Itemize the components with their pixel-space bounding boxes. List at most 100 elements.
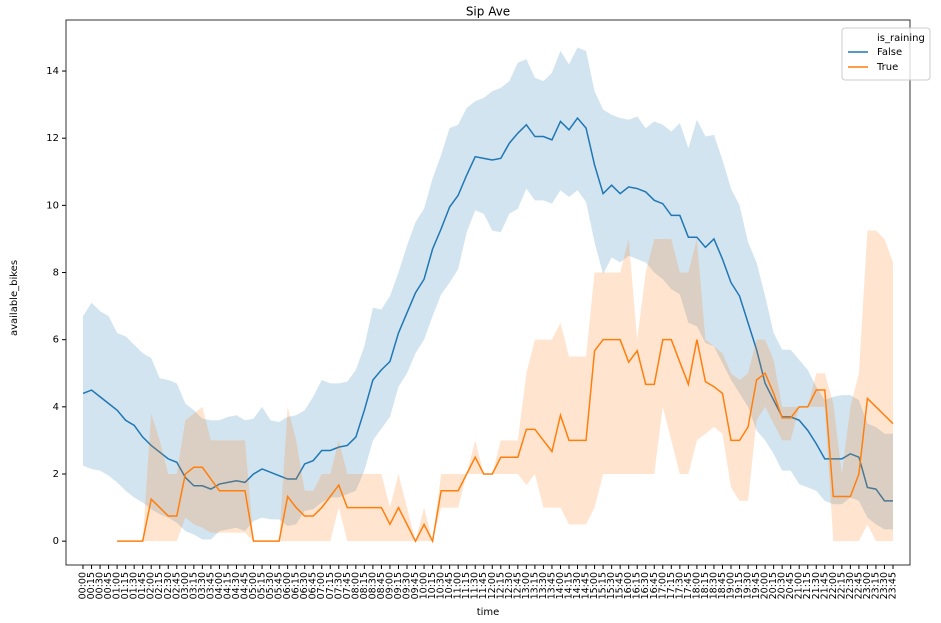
x-tick-label: 14:00	[555, 572, 566, 599]
x-tick-label: 00:30	[95, 572, 106, 599]
x-tick-label: 07:00	[316, 572, 327, 599]
x-tick-label: 11:00	[453, 572, 464, 599]
x-tick-label: 19:30	[743, 572, 754, 599]
x-tick-label: 21:30	[811, 572, 822, 599]
x-tick-label: 03:00	[180, 572, 191, 599]
x-tick-label: 02:30	[163, 572, 174, 599]
x-tick-label: 15:45	[615, 572, 626, 599]
x-tick-label: 05:00	[248, 572, 259, 599]
chart-title: Sip Ave	[466, 5, 510, 19]
x-tick-label: 20:30	[777, 572, 788, 599]
x-tick-label: 18:30	[708, 572, 719, 599]
x-tick-label: 05:15	[257, 572, 268, 599]
x-tick-label: 07:45	[342, 572, 353, 599]
x-tick-label: 15:30	[606, 572, 617, 599]
plot-frame	[65, 19, 911, 566]
x-tick-label: 14:30	[572, 572, 583, 599]
x-tick-label: 06:00	[282, 572, 293, 599]
x-tick-label: 06:15	[291, 572, 302, 599]
x-tick-label: 22:30	[845, 572, 856, 599]
x-tick-label: 18:00	[691, 572, 702, 599]
x-tick-label: 12:45	[512, 572, 523, 599]
x-tick-label: 00:15	[86, 572, 97, 599]
x-tick-label: 12:15	[495, 572, 506, 599]
x-tick-label: 03:15	[188, 572, 199, 599]
x-tick-label: 01:00	[112, 572, 123, 599]
x-tick-label: 07:15	[325, 572, 336, 599]
x-tick-label: 15:00	[589, 572, 600, 599]
confidence-band	[117, 230, 893, 542]
x-tick-label: 11:30	[470, 572, 481, 599]
x-tick-label: 12:30	[504, 572, 515, 599]
x-tick-label: 04:00	[214, 572, 225, 599]
x-tick-label: 19:15	[734, 572, 745, 599]
x-tick-label: 11:45	[478, 572, 489, 599]
x-tick-label: 10:15	[427, 572, 438, 599]
x-tick-label: 16:30	[640, 572, 651, 599]
x-tick-label: 17:15	[666, 572, 677, 599]
x-tick-label: 10:45	[444, 572, 455, 599]
confidence-band	[83, 47, 893, 540]
y-tick-label: 6	[53, 335, 59, 346]
x-tick-label: 02:15	[154, 572, 165, 599]
x-tick-label: 00:45	[103, 572, 114, 599]
x-tick-label: 14:45	[581, 572, 592, 599]
x-tick-label: 09:00	[384, 572, 395, 599]
x-tick-label: 09:15	[393, 572, 404, 599]
x-tick-label: 04:15	[222, 572, 233, 599]
x-tick-label: 02:45	[171, 572, 182, 599]
x-tick-label: 06:30	[299, 572, 310, 599]
x-tick-label: 22:45	[853, 572, 864, 599]
x-axis-label: time	[477, 607, 500, 618]
x-tick-label: 07:30	[333, 572, 344, 599]
x-tick-label: 14:15	[564, 572, 575, 599]
x-tick-label: 16:45	[649, 572, 660, 599]
x-tick-label: 03:30	[197, 572, 208, 599]
x-tick-label: 19:45	[751, 572, 762, 599]
x-tick-label: 13:00	[521, 572, 532, 599]
x-tick-label: 21:45	[819, 572, 830, 599]
x-tick-label: 08:45	[376, 572, 387, 599]
x-tick-label: 22:00	[828, 572, 839, 599]
y-tick-label: 4	[53, 402, 59, 413]
line	[82, 116, 893, 502]
x-tick-label: 09:30	[402, 572, 413, 599]
x-tick-label: 23:30	[879, 572, 890, 599]
y-tick-label: 14	[46, 66, 59, 77]
x-tick-label: 05:45	[274, 572, 285, 599]
x-tick-label: 17:00	[657, 572, 668, 599]
x-tick-label: 21:15	[802, 572, 813, 599]
y-axis-label: available_bikes	[9, 260, 20, 336]
x-tick-label: 13:30	[538, 572, 549, 599]
x-tick-label: 04:30	[231, 572, 242, 599]
legend-label: False	[877, 47, 902, 58]
y-tick-label: 8	[53, 268, 59, 279]
x-tick-label: 02:00	[146, 572, 157, 599]
x-tick-label: 01:45	[137, 572, 148, 599]
x-tick-label: 00:00	[78, 572, 89, 599]
x-tick-label: 18:15	[700, 572, 711, 599]
x-tick-label: 13:15	[529, 572, 540, 599]
x-tick-label: 03:45	[205, 572, 216, 599]
x-tick-label: 05:30	[265, 572, 276, 599]
legend-label: True	[876, 62, 898, 73]
x-tick-label: 23:45	[888, 572, 899, 599]
x-tick-label: 15:15	[598, 572, 609, 599]
y-tick-label: 2	[53, 469, 59, 480]
x-tick-label: 17:30	[674, 572, 685, 599]
x-tick-label: 20:15	[768, 572, 779, 599]
x-tick-label: 10:00	[419, 572, 430, 599]
x-tick-label: 09:45	[410, 572, 421, 599]
x-tick-label: 08:30	[367, 572, 378, 599]
x-tick-label: 06:45	[308, 572, 319, 599]
x-tick-label: 10:30	[436, 572, 447, 599]
line	[117, 338, 894, 544]
x-tick-label: 23:00	[862, 572, 873, 599]
legend-title: is_raining	[877, 33, 925, 44]
x-tick-label: 11:15	[461, 572, 472, 599]
x-tick-label: 17:45	[683, 572, 694, 599]
x-tick-label: 18:45	[717, 572, 728, 599]
x-tick-label: 20:45	[785, 572, 796, 599]
y-tick-label: 12	[46, 133, 59, 144]
